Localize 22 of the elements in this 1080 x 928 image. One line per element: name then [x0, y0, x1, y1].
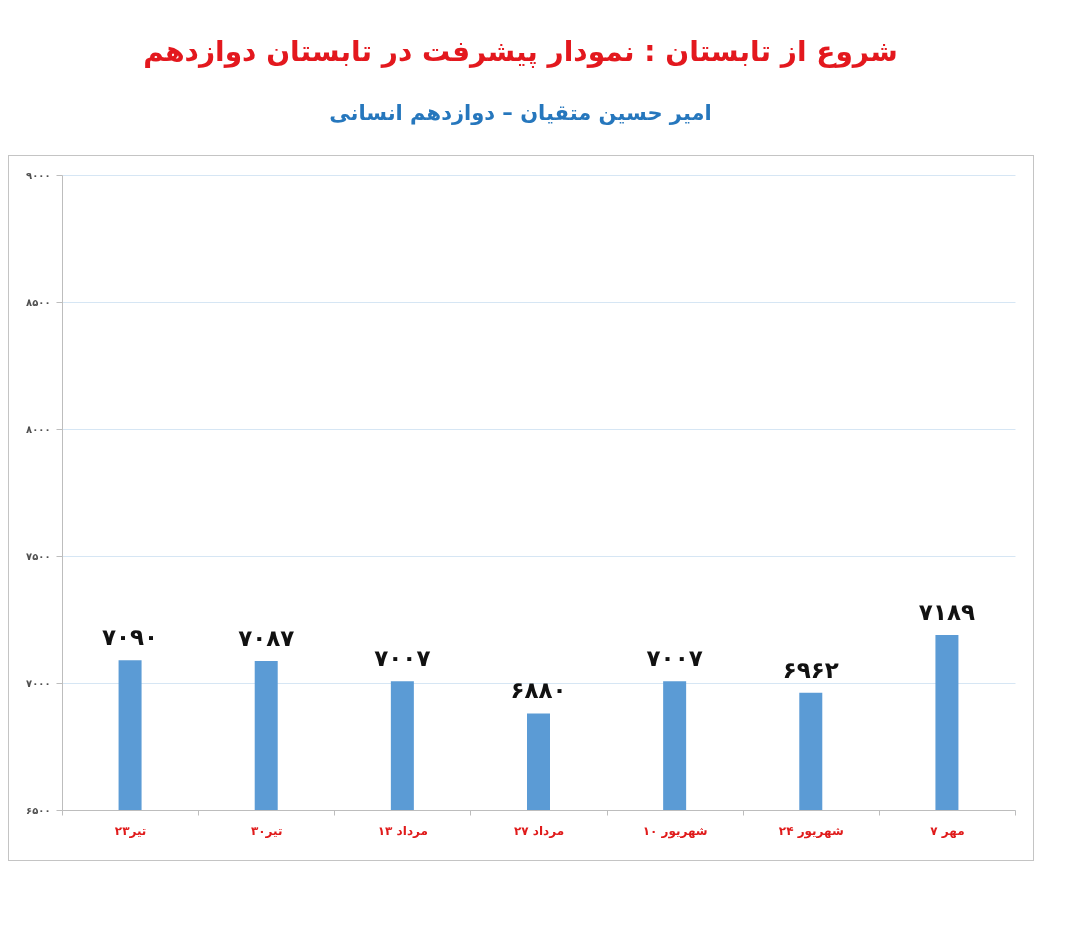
- y-tick-label: ۸۰۰۰: [26, 423, 51, 435]
- y-tick-label: ۶۵۰۰: [26, 804, 51, 816]
- data-label: ۷۱۸۹: [918, 598, 976, 625]
- x-tick-label: ۲۳تیر: [114, 823, 147, 838]
- chart-title: شروع از تابستان : نمودار پیشرفت در تابستان دوازدهم: [143, 35, 898, 68]
- x-tick-label: ۷ مهر: [930, 823, 965, 838]
- x-tick-label: ۱۳ مرداد: [377, 823, 428, 838]
- x-tick-label: ۲۷ مرداد: [513, 823, 565, 838]
- data-label: ۶۸۸۰: [510, 677, 567, 704]
- data-label: ۷۰۰۷: [646, 645, 703, 672]
- x-tick-label: ۳۰تیر: [250, 823, 283, 838]
- x-tick-label: ۱۰ شهریور: [642, 823, 708, 839]
- data-label: ۷۰۹۰: [101, 624, 159, 651]
- y-tick-label: ۸۵۰۰: [26, 296, 51, 308]
- x-tick-label: ۲۴ شهریور: [778, 823, 844, 839]
- chart-subtitle: امیر حسین متقیان – دوازدهم انسانی: [329, 101, 712, 125]
- data-label: ۶۹۶۲: [782, 656, 839, 683]
- data-label: ۷۰۰۷: [374, 645, 431, 672]
- y-tick-label: ۷۵۰۰: [26, 550, 51, 562]
- y-tick-label: ۹۰۰۰: [26, 169, 51, 181]
- data-label: ۷۰۸۷: [238, 624, 295, 651]
- y-tick-label: ۷۰۰۰: [26, 677, 51, 689]
